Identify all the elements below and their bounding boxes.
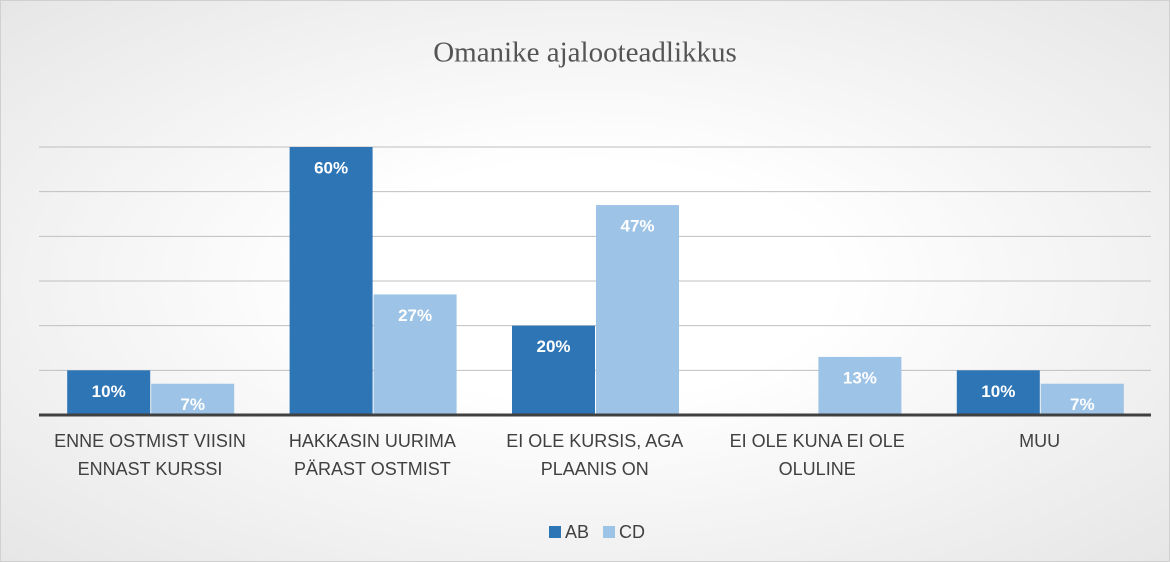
x-tick-label: EI OLE KURSIS, AGA PLAANIS ON: [506, 431, 684, 479]
x-tick-label: EI OLE KUNA EI OLE OLULINE: [729, 431, 905, 479]
bar: [1040, 383, 1124, 415]
data-label: 47%: [620, 217, 654, 236]
chart-title: Omanike ajalooteadlikkus: [433, 37, 737, 69]
bar: [289, 147, 373, 415]
bar: [67, 370, 151, 415]
bar: [512, 325, 595, 415]
data-label: 13%: [843, 368, 877, 387]
legend-swatch: [603, 526, 616, 538]
bar: [373, 294, 457, 415]
bar: [818, 356, 902, 415]
x-tick-label: HAKKASIN UURIMA PÄRAST OSTMIST: [288, 431, 456, 479]
data-label: 27%: [398, 306, 432, 325]
bar: [956, 370, 1040, 415]
data-label: 20%: [536, 337, 570, 356]
bar: [151, 383, 235, 415]
legend-swatch: [549, 526, 561, 538]
legend-label: AB: [565, 522, 589, 542]
data-label: 10%: [981, 382, 1015, 401]
data-label: 60%: [314, 158, 348, 177]
x-tick-label: ENNE OSTMIST VIISIN ENNAST KURSSI: [54, 431, 246, 479]
data-label: 7%: [180, 395, 205, 414]
bar: [596, 205, 679, 415]
legend-label: CD: [619, 522, 645, 542]
data-label: 10%: [92, 382, 126, 401]
data-label: 7%: [1070, 395, 1095, 414]
x-tick-label: MUU: [1019, 431, 1061, 451]
